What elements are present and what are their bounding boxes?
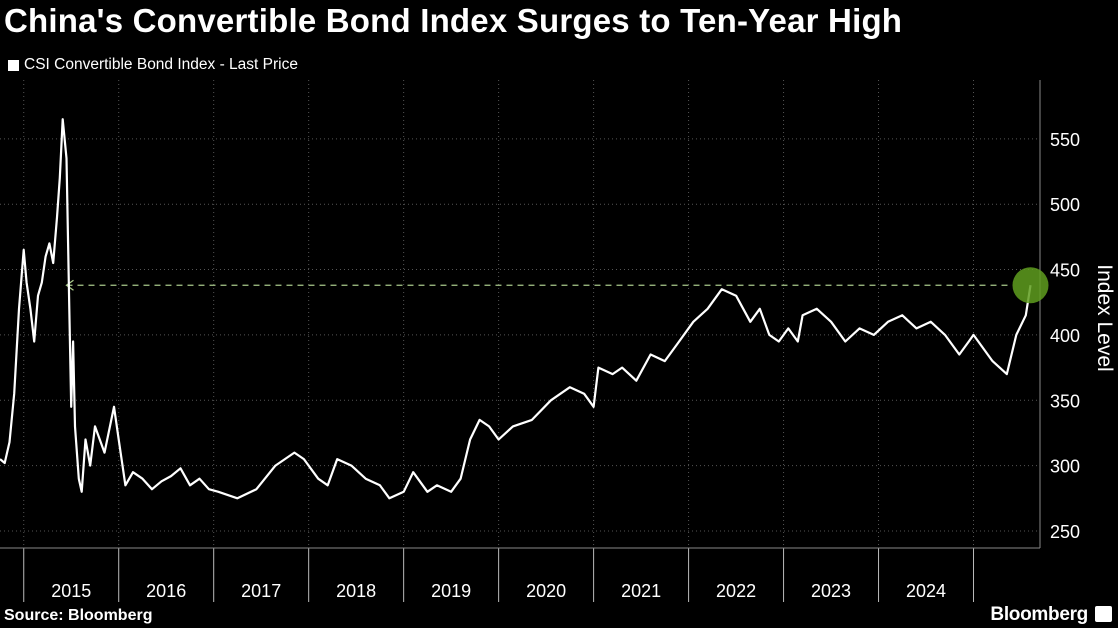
y-tick-label: 450 — [1050, 261, 1080, 281]
x-tick-label: 2020 — [526, 581, 566, 601]
brand-logo: Bloomberg — [990, 604, 1088, 625]
terminal-icon — [1095, 606, 1112, 622]
x-tick-label: 2018 — [336, 581, 376, 601]
y-tick-label: 250 — [1050, 522, 1080, 542]
x-tick-label: 2022 — [716, 581, 756, 601]
x-tick-label: 2015 — [51, 581, 91, 601]
x-tick-label: 2023 — [811, 581, 851, 601]
legend: CSI Convertible Bond Index - Last Price — [8, 56, 298, 74]
highlight-point — [1012, 267, 1049, 304]
x-tick-label: 2021 — [621, 581, 661, 601]
grid — [0, 80, 1040, 548]
legend-label: CSI Convertible Bond Index - Last Price — [24, 56, 298, 73]
x-tick-label: 2016 — [146, 581, 186, 601]
reference-arrow — [65, 279, 74, 291]
x-tick-label: 2019 — [431, 581, 471, 601]
x-tick-label: 2017 — [241, 581, 281, 601]
y-tick-label: 500 — [1050, 195, 1080, 215]
chart-title: China's Convertible Bond Index Surges to… — [4, 2, 903, 39]
y-tick-label: 400 — [1050, 326, 1080, 346]
series-marks — [0, 118, 1049, 500]
y-axis-label: Index Level — [1093, 264, 1116, 372]
y-tick-label: 550 — [1050, 130, 1080, 150]
y-tick-label: 300 — [1050, 457, 1080, 477]
x-axis: 2015 2016 2017 2018 2019 2020 2021 2022 2023 2024 — [0, 547, 1040, 602]
source-note: Source: Bloomberg — [4, 607, 153, 624]
y-tick-label: 350 — [1050, 391, 1080, 411]
y-axis: 250 300 350 400 450 500 550 — [1039, 80, 1080, 548]
legend-swatch — [8, 59, 19, 71]
series-line — [0, 118, 1032, 500]
x-tick-label: 2024 — [906, 581, 946, 601]
